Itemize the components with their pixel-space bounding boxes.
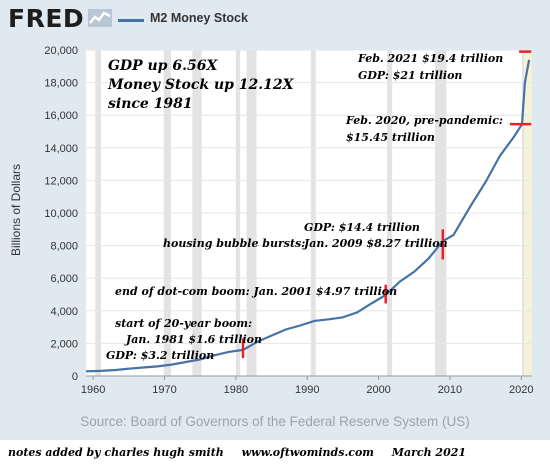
x-tick-label: 1980 — [224, 384, 248, 396]
annotation-jan1981: Jan. 1981 $1.6 trillion — [126, 333, 262, 346]
x-tick-label: 2010 — [438, 384, 462, 396]
y-tick-label: 10,000 — [44, 208, 78, 220]
y-tick-label: 18,000 — [44, 78, 78, 90]
annotation-boom-start: start of 20-year boom: — [115, 317, 253, 330]
y-tick-label: 12,000 — [44, 175, 78, 187]
annotation-housing: housing bubble bursts: — [163, 237, 306, 250]
x-tick-label: 1970 — [152, 384, 176, 396]
credit-date: March 2021 — [391, 446, 467, 459]
x-tick-label: 1960 — [81, 384, 105, 396]
chart-svg: 0 2,000 4,000 6,000 8,000 10,000 12,000 14,000 1… — [9, 45, 534, 396]
headline-since: since 1981 — [108, 96, 193, 112]
x-axis-ticks: 1960 1970 1980 1990 2000 2010 2020 — [81, 376, 534, 396]
x-tick-label: 2000 — [366, 384, 390, 396]
annotation-gdp32: GDP: $3.2 trillion — [106, 349, 215, 362]
legend-label[interactable]: M2 Money Stock — [150, 11, 248, 25]
annotation-markers — [241, 50, 532, 359]
annotation-jan2009: Jan. 2009 $8.27 trillion — [304, 237, 448, 250]
y-tick-label: 6,000 — [50, 273, 78, 285]
fred-logo[interactable]: FRED — [8, 4, 85, 33]
y-tick-label: 20,000 — [44, 45, 78, 57]
annotation-gdp21: GDP: $21 trillion — [358, 69, 463, 82]
credit-author: notes added by charles hugh smith — [8, 446, 224, 459]
annotation-gdp14: GDP: $14.4 trillion — [304, 221, 420, 234]
annotation-feb2020: Feb. 2020, pre-pandemic: — [346, 114, 503, 127]
annotation-feb2020-value: $15.45 trillion — [346, 131, 435, 144]
y-tick-label: 0 — [72, 371, 78, 383]
x-tick-label: 1990 — [295, 384, 319, 396]
credit-line: notes added by charles hugh smith www.of… — [8, 446, 480, 459]
m2-series-line[interactable] — [85, 59, 531, 373]
annotation-feb2021: Feb. 2021 $19.4 trillion — [358, 52, 504, 65]
y-axis-label: Billions of Dollars — [9, 164, 23, 256]
credit-website[interactable]: www.oftwominds.com — [241, 446, 374, 459]
legend-swatch — [118, 19, 144, 22]
annotation-dotcom: end of dot-com boom: Jan. 2001 $4.97 tri… — [115, 285, 398, 298]
headline-gdp: GDP up 6.56X — [108, 58, 218, 74]
y-tick-label: 14,000 — [44, 143, 78, 155]
trend-graph-icon — [88, 9, 112, 27]
y-tick-label: 16,000 — [44, 110, 78, 122]
x-tick-label: 2020 — [509, 384, 533, 396]
y-tick-label: 2,000 — [50, 338, 78, 350]
y-axis-ticks: 0 2,000 4,000 6,000 8,000 10,000 12,000 14,000 1… — [44, 45, 78, 383]
y-tick-label: 4,000 — [50, 306, 78, 318]
grid-lines — [86, 49, 532, 377]
source-note: Source: Board of Governors of the Federa… — [80, 414, 470, 429]
headline-money: Money Stock up 12.12X — [108, 77, 294, 93]
y-tick-label: 8,000 — [50, 241, 78, 253]
